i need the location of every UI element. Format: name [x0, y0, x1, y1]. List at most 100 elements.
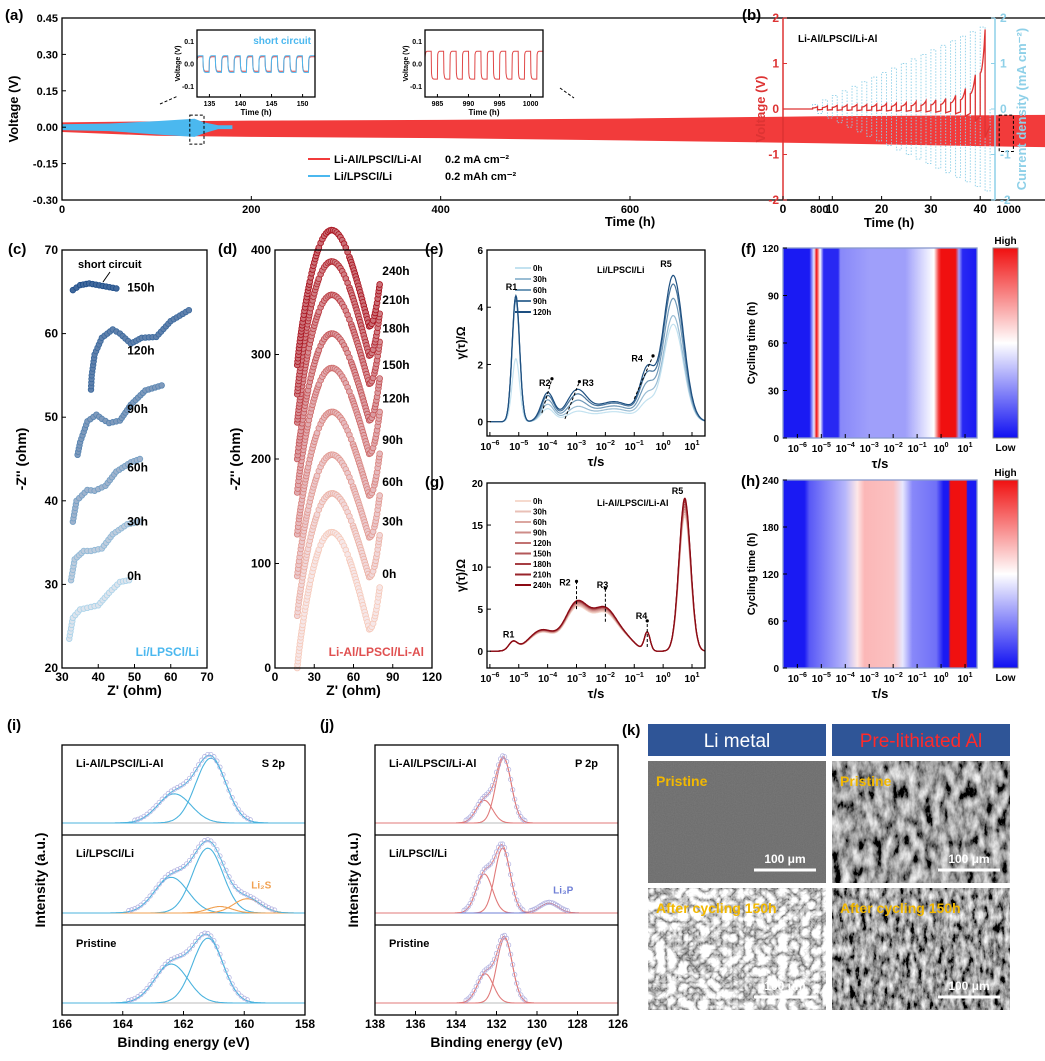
series-label: 0h [127, 569, 141, 583]
series-label: 120h [382, 391, 409, 405]
raw-data-point [493, 769, 500, 775]
heatmap-f [783, 248, 977, 438]
raw-data-point [220, 959, 226, 965]
tick-exponent: −6 [491, 440, 499, 447]
raw-data-point [238, 810, 244, 816]
raw-data-point [144, 985, 150, 992]
raw-data-point [241, 891, 247, 897]
colorbar [992, 247, 1019, 439]
raw-data-point [141, 900, 147, 906]
y-tick-label: -1 [1000, 148, 1011, 162]
header-pre-lithiated-al: Pre-lithiated Al [860, 731, 983, 752]
panel-label-k: (k) [622, 722, 640, 739]
tick-exponent: −2 [607, 672, 615, 679]
minor-component [375, 902, 618, 914]
cell-annotation: Li/LPSCl/Li [136, 645, 199, 659]
raw-data-point [528, 908, 534, 914]
raw-data-point [208, 933, 214, 939]
x-axis-label: Binding energy (eV) [117, 1034, 249, 1050]
x-tick-label: 101 [684, 672, 699, 685]
panel-label-g: (g) [425, 474, 444, 491]
raw-data-point [214, 944, 220, 950]
tick-exponent: 1 [696, 440, 700, 447]
raw-data-point [177, 865, 184, 871]
raw-data-point [156, 881, 162, 887]
y-axis-label: Voltage (V) [6, 76, 21, 143]
x-tick-label: 10−1 [908, 672, 927, 685]
core-level-label: S 2p [262, 758, 286, 770]
x-tick-label: 130 [527, 1017, 547, 1031]
raw-data-point [171, 955, 177, 961]
x-tick-label: 138 [365, 1017, 385, 1031]
plot-frame-g [486, 482, 706, 669]
x-tick-label: 60 [347, 670, 361, 684]
tick-exponent: 0 [667, 440, 671, 447]
raw-data-point [232, 801, 238, 807]
raw-data-point [159, 878, 165, 884]
raw-data-point [177, 953, 184, 959]
x-tick-label: 0 [272, 670, 279, 684]
fit-envelope [375, 756, 618, 824]
drt-curve [489, 506, 705, 652]
raw-data-point [202, 838, 208, 844]
x-tick-label: 100 [656, 672, 671, 685]
raw-data-point [135, 904, 141, 910]
tick-exponent: −2 [607, 440, 615, 447]
sample-label: Li-Al/LPSCl/Li-Al [389, 758, 476, 770]
raw-data-point [171, 868, 177, 874]
raw-data-point [514, 897, 520, 903]
voltage-envelope-li-al [62, 114, 1045, 148]
x-tick-label: 162 [173, 1017, 193, 1031]
raw-data-point [211, 841, 217, 847]
x-axis-label: τ/s [872, 456, 889, 471]
raw-data-point [226, 874, 232, 880]
fit-component [375, 799, 618, 824]
raw-data-point [516, 810, 522, 816]
raw-data-point [473, 885, 479, 891]
raw-data-point [489, 782, 496, 789]
raw-data-point [232, 884, 238, 890]
raw-data-point [235, 990, 241, 996]
x-tick-label: 100 [934, 672, 949, 685]
raw-data-point [187, 946, 193, 952]
y-tick-label: 60 [45, 327, 59, 341]
raw-data-point [238, 993, 244, 999]
raw-data-point [244, 997, 250, 1003]
raw-data-point [469, 896, 475, 902]
cell-annotation: Li-Al/LPSCl/Li-Al [329, 645, 424, 659]
tick-exponent: 1 [969, 442, 973, 449]
x-tick-label: 0 [59, 204, 65, 216]
y-tick-label: -0.15 [33, 159, 58, 171]
data-point [113, 285, 120, 292]
data-point [376, 375, 383, 382]
core-level-label: P 2p [575, 758, 598, 770]
panel-label-f: (f) [741, 241, 756, 258]
tick-exponent: −3 [871, 672, 879, 679]
legend-label: 60h [533, 518, 547, 527]
raw-data-point [193, 767, 199, 773]
y-tick-label: 0 [477, 647, 483, 658]
raw-data-point [223, 867, 229, 873]
raw-data-point [162, 874, 168, 880]
raw-data-point [147, 809, 153, 815]
sample-label: Pristine [389, 938, 429, 950]
raw-data-point [475, 879, 481, 885]
x-tick-label: 200 [242, 204, 260, 216]
raw-data-point [518, 992, 524, 998]
legend-label: 120h [533, 308, 551, 317]
raw-data-point [214, 846, 220, 853]
x-tick-label: 10−2 [884, 672, 903, 685]
raw-data-point [229, 879, 235, 885]
y-tick-label: 0.00 [37, 122, 58, 134]
x-tick-label: 10 [826, 202, 840, 216]
inset-x-label: Time (h) [469, 108, 500, 117]
x-tick-label: 10−4 [538, 440, 557, 453]
tick-exponent: −5 [520, 672, 528, 679]
raw-data-point [500, 841, 506, 847]
raw-data-point [491, 854, 498, 860]
y-axis-right-label: Current density (mA cm⁻²) [1014, 28, 1029, 190]
arrow [102, 271, 111, 283]
x-tick-label: 10−5 [509, 672, 528, 685]
x-tick-label: 120 [422, 670, 442, 684]
x-tick-label: 10−5 [812, 672, 831, 685]
